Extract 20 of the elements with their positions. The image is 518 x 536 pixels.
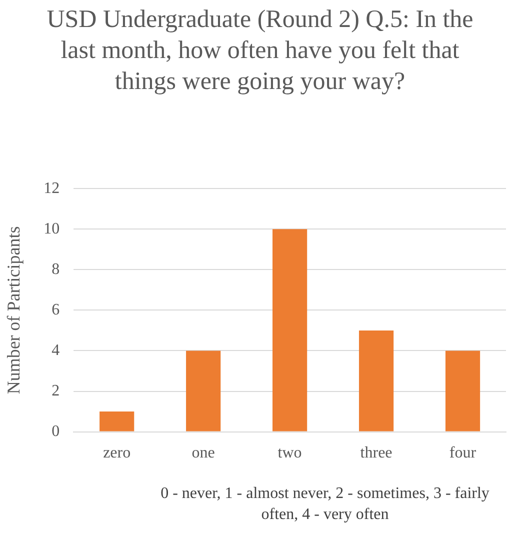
bar <box>186 350 221 432</box>
x-tick-label: two <box>278 444 302 462</box>
bar <box>445 350 480 432</box>
x-tick-label: zero <box>103 444 131 462</box>
bar <box>358 330 394 432</box>
y-tick-label: 2 <box>52 382 60 400</box>
x-tick-label: one <box>192 444 215 462</box>
y-tick-label: 6 <box>52 301 60 318</box>
bar <box>272 229 308 432</box>
y-tick-label: 12 <box>44 180 60 197</box>
y-tick-label: 0 <box>52 423 60 440</box>
bar <box>100 412 134 432</box>
y-axis-title: Number of Participants <box>4 226 24 394</box>
x-tick-label: three <box>360 444 392 462</box>
x-tick-label: four <box>449 444 477 462</box>
y-tick-label: 8 <box>52 260 60 278</box>
x-axis-title: 0 - never, 1 - almost never, 2 - sometimes, 3 - fairly often, 4 - very often <box>160 484 490 525</box>
chart-title: USD Undergraduate (Round 2) Q.5: In the last month, how often have you felt that things were going your way? <box>46 5 474 97</box>
y-tick-label: 10 <box>44 220 60 238</box>
y-tick-label: 4 <box>52 342 60 359</box>
